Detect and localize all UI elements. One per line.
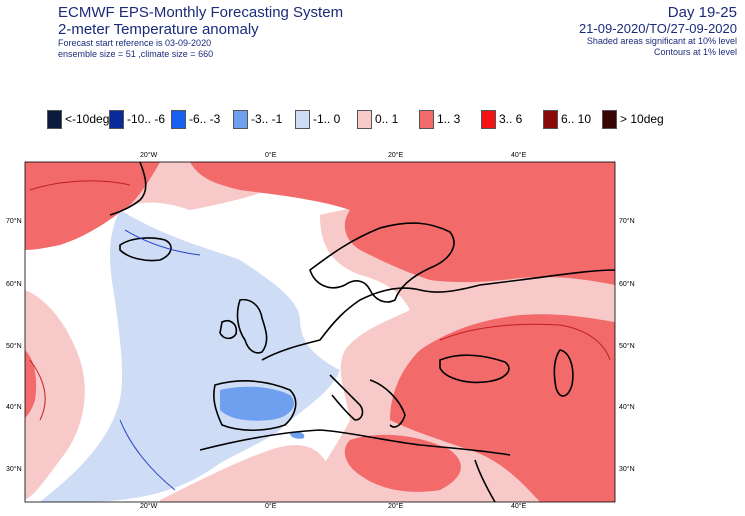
legend-swatch [481,109,496,129]
legend-label: 0.. 1 [375,112,399,126]
significance-contours [29,180,611,491]
greenland-coast [109,162,147,216]
cool-contour [119,419,176,491]
header-left: ECMWF EPS-Monthly Forecasting System 2-m… [58,4,343,60]
warm-north [190,162,615,285]
contour-note: Contours at 1% level [653,47,737,57]
variable-title: 2-meter Temperature anomaly [58,21,259,38]
legend-label: 1.. 3 [437,112,461,126]
legend-label: <-10deg [65,112,110,126]
negative-anomaly-region [40,210,340,502]
north-africa-coast [199,429,511,456]
continent-coast [261,269,615,361]
lat-tick-left: 70°N [6,218,22,225]
ireland-coast [219,319,238,340]
legend-label: -1.. 0 [313,112,341,126]
legend-item: 3.. 6 [481,109,522,129]
legend-swatch [295,109,310,129]
date-range: 21-09-2020/TO/27-09-2020 [578,21,737,36]
warm-light-west [25,290,85,500]
legend-swatch [357,109,372,129]
lat-tick-left: 40°N [6,404,22,411]
legend-item: -3.. -1 [233,109,282,129]
legend-swatch [109,109,124,129]
lon-tick-top: 40°E [511,152,527,159]
legend-label: -3.. -1 [251,112,283,126]
legend-item: -10.. -6 [109,109,165,129]
caspian-coast [553,349,574,397]
header-right: Day 19-25 21-09-2020/TO/27-09-2020 Shade… [579,4,737,58]
lat-tick-right: 50°N [619,343,635,350]
lon-tick-top: 20°W [140,152,158,159]
legend-label: -6.. -3 [189,112,221,126]
lon-tick-bottom: 20°E [388,503,404,510]
warm-south [344,434,461,492]
legend-item: 0.. 1 [357,109,398,129]
legend-item: -6.. -3 [171,109,220,129]
legend-item: 1.. 3 [419,109,460,129]
lat-tick-left: 30°N [6,466,22,473]
coastlines [109,162,615,502]
lat-tick-right: 70°N [619,218,635,225]
lon-tick-top: 20°E [388,152,404,159]
legend-swatch [233,109,248,129]
iberia-coast [213,380,297,431]
lat-tick-right: 40°N [619,404,635,411]
legend-item: -1.. 0 [295,109,340,129]
lat-tick-left: 60°N [6,281,22,288]
balkans-coast [369,379,406,428]
lat-tick-left: 50°N [6,343,22,350]
legend-swatch [419,109,434,129]
lat-tick-right: 60°N [619,281,635,288]
legend-item: 6.. 10 [543,109,591,129]
warm-northwest [25,162,160,250]
legend-label: 3.. 6 [499,112,523,126]
legend-item: > 10deg [602,109,664,129]
warm-contour [29,180,131,191]
legend-label: > 10deg [620,112,664,126]
cool-contour [124,229,201,256]
forecast-reference: Forecast start reference is 03-09-2020 [58,38,212,48]
day-range: Day 19-25 [667,4,737,21]
legend-item: <-10deg [47,109,109,129]
legend-swatch [543,109,558,129]
legend-label: 6.. 10 [561,112,592,126]
lon-tick-bottom: 40°E [511,503,527,510]
legend-swatch [602,109,617,129]
map-frame [24,161,616,503]
lon-tick-bottom: 0°E [265,503,277,510]
ensemble-info: ensemble size = 51 ,climate size = 660 [58,49,214,59]
warm-light-northwest [25,162,340,250]
lon-tick-top: 0°E [265,152,277,159]
legend-label: -10.. -6 [127,112,166,126]
britain-coast [236,298,268,354]
shaded-note: Shaded areas significant at 10% level [586,36,737,46]
cool-iberia-region [220,386,294,421]
red-sea-coast [474,459,496,502]
warm-southeast [390,314,615,502]
lon-tick-bottom: 20°W [140,503,158,510]
color-legend: <-10deg -10.. -6 -6.. -3 -3.. -1 -1.. 0 … [47,109,667,129]
black-sea-coast [439,354,510,384]
warm-contour [439,323,611,361]
warm-light-east [300,203,615,502]
legend-swatch [47,109,62,129]
lat-tick-right: 30°N [619,466,635,473]
cool-patch [290,431,305,439]
iceland-coast [119,237,172,262]
system-title: ECMWF EPS-Monthly Forecasting System [58,4,344,21]
legend-swatch [171,109,186,129]
italy-coast [329,374,364,421]
warm-light-southwest [160,445,331,502]
map-background [25,162,615,502]
warm-west-patch [25,350,37,418]
warm-contour [29,359,46,421]
scandinavia-coast [309,222,455,303]
